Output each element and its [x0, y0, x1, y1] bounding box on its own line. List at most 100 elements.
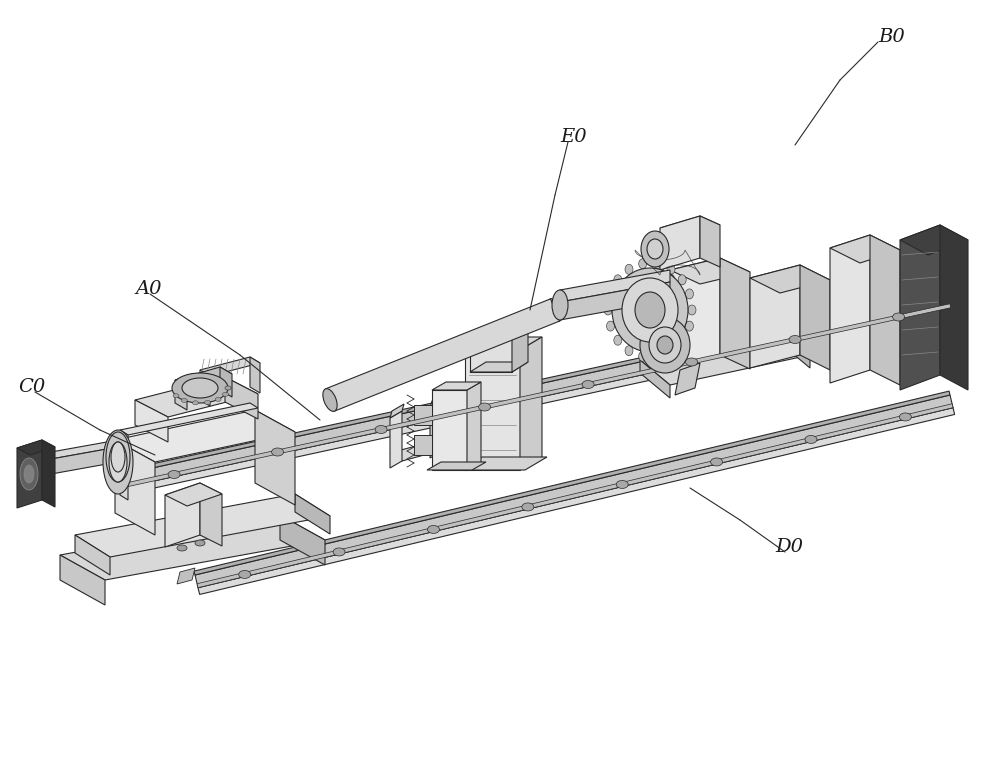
- Text: E0: E0: [560, 128, 587, 146]
- Ellipse shape: [111, 442, 125, 472]
- Ellipse shape: [177, 545, 187, 551]
- Polygon shape: [198, 408, 955, 594]
- Polygon shape: [660, 216, 720, 237]
- Polygon shape: [940, 225, 968, 390]
- Ellipse shape: [204, 401, 210, 405]
- Polygon shape: [120, 430, 128, 500]
- Text: D0: D0: [775, 538, 803, 556]
- Ellipse shape: [686, 358, 698, 366]
- Ellipse shape: [612, 268, 688, 352]
- Polygon shape: [430, 394, 444, 408]
- Polygon shape: [326, 299, 559, 411]
- Polygon shape: [115, 410, 295, 462]
- Polygon shape: [120, 295, 951, 488]
- Polygon shape: [512, 327, 528, 372]
- Ellipse shape: [635, 292, 665, 328]
- Polygon shape: [427, 462, 486, 470]
- Ellipse shape: [639, 259, 647, 269]
- Polygon shape: [414, 435, 432, 455]
- Ellipse shape: [548, 299, 562, 321]
- Polygon shape: [17, 440, 42, 508]
- Polygon shape: [17, 440, 55, 455]
- Polygon shape: [42, 440, 55, 507]
- Ellipse shape: [168, 470, 180, 479]
- Polygon shape: [460, 457, 547, 470]
- Ellipse shape: [685, 321, 693, 331]
- Ellipse shape: [103, 430, 133, 494]
- Ellipse shape: [24, 465, 34, 483]
- Ellipse shape: [688, 305, 696, 315]
- Ellipse shape: [625, 346, 633, 356]
- Polygon shape: [560, 282, 670, 320]
- Ellipse shape: [181, 398, 187, 402]
- Ellipse shape: [678, 335, 686, 345]
- Polygon shape: [414, 405, 432, 425]
- Ellipse shape: [20, 458, 38, 490]
- Polygon shape: [470, 362, 528, 372]
- Ellipse shape: [222, 392, 228, 396]
- Polygon shape: [470, 337, 512, 372]
- Ellipse shape: [667, 346, 675, 356]
- Ellipse shape: [899, 413, 911, 421]
- Ellipse shape: [805, 435, 817, 443]
- Polygon shape: [900, 225, 940, 390]
- Ellipse shape: [35, 453, 49, 481]
- Polygon shape: [135, 400, 168, 442]
- Polygon shape: [640, 330, 810, 385]
- Ellipse shape: [225, 386, 231, 390]
- Ellipse shape: [582, 381, 594, 388]
- Ellipse shape: [225, 386, 231, 390]
- Polygon shape: [390, 440, 450, 461]
- Ellipse shape: [893, 313, 905, 321]
- Polygon shape: [175, 367, 232, 387]
- Ellipse shape: [614, 335, 622, 345]
- Ellipse shape: [375, 425, 387, 434]
- Polygon shape: [195, 395, 953, 587]
- Polygon shape: [123, 308, 952, 495]
- Ellipse shape: [653, 259, 661, 269]
- Polygon shape: [225, 377, 258, 419]
- Polygon shape: [255, 410, 295, 505]
- Ellipse shape: [552, 290, 568, 320]
- Ellipse shape: [641, 231, 669, 267]
- Polygon shape: [115, 440, 155, 535]
- Polygon shape: [720, 258, 750, 369]
- Ellipse shape: [479, 403, 491, 411]
- Ellipse shape: [109, 442, 127, 482]
- Ellipse shape: [664, 274, 676, 298]
- Ellipse shape: [711, 458, 723, 466]
- Ellipse shape: [607, 289, 615, 299]
- Polygon shape: [165, 483, 222, 506]
- Ellipse shape: [333, 548, 345, 556]
- Polygon shape: [390, 411, 402, 468]
- Polygon shape: [465, 350, 520, 470]
- Polygon shape: [750, 265, 830, 293]
- Ellipse shape: [323, 388, 337, 411]
- Polygon shape: [640, 360, 670, 398]
- Polygon shape: [40, 447, 118, 476]
- Ellipse shape: [789, 336, 801, 344]
- Ellipse shape: [614, 275, 622, 285]
- Polygon shape: [830, 235, 870, 383]
- Polygon shape: [465, 337, 542, 350]
- Polygon shape: [432, 390, 467, 470]
- Text: C0: C0: [18, 378, 45, 396]
- Polygon shape: [670, 258, 750, 284]
- Ellipse shape: [625, 264, 633, 274]
- Ellipse shape: [195, 540, 205, 546]
- Polygon shape: [200, 357, 260, 376]
- Polygon shape: [60, 515, 325, 580]
- Polygon shape: [200, 483, 222, 546]
- Polygon shape: [520, 337, 542, 470]
- Ellipse shape: [657, 336, 673, 354]
- Polygon shape: [700, 216, 720, 267]
- Polygon shape: [197, 404, 953, 587]
- Polygon shape: [830, 235, 900, 263]
- Polygon shape: [40, 440, 118, 461]
- Polygon shape: [220, 367, 232, 397]
- Polygon shape: [800, 265, 830, 370]
- Polygon shape: [560, 270, 670, 302]
- Ellipse shape: [647, 239, 663, 259]
- Ellipse shape: [239, 571, 251, 578]
- Polygon shape: [430, 401, 442, 458]
